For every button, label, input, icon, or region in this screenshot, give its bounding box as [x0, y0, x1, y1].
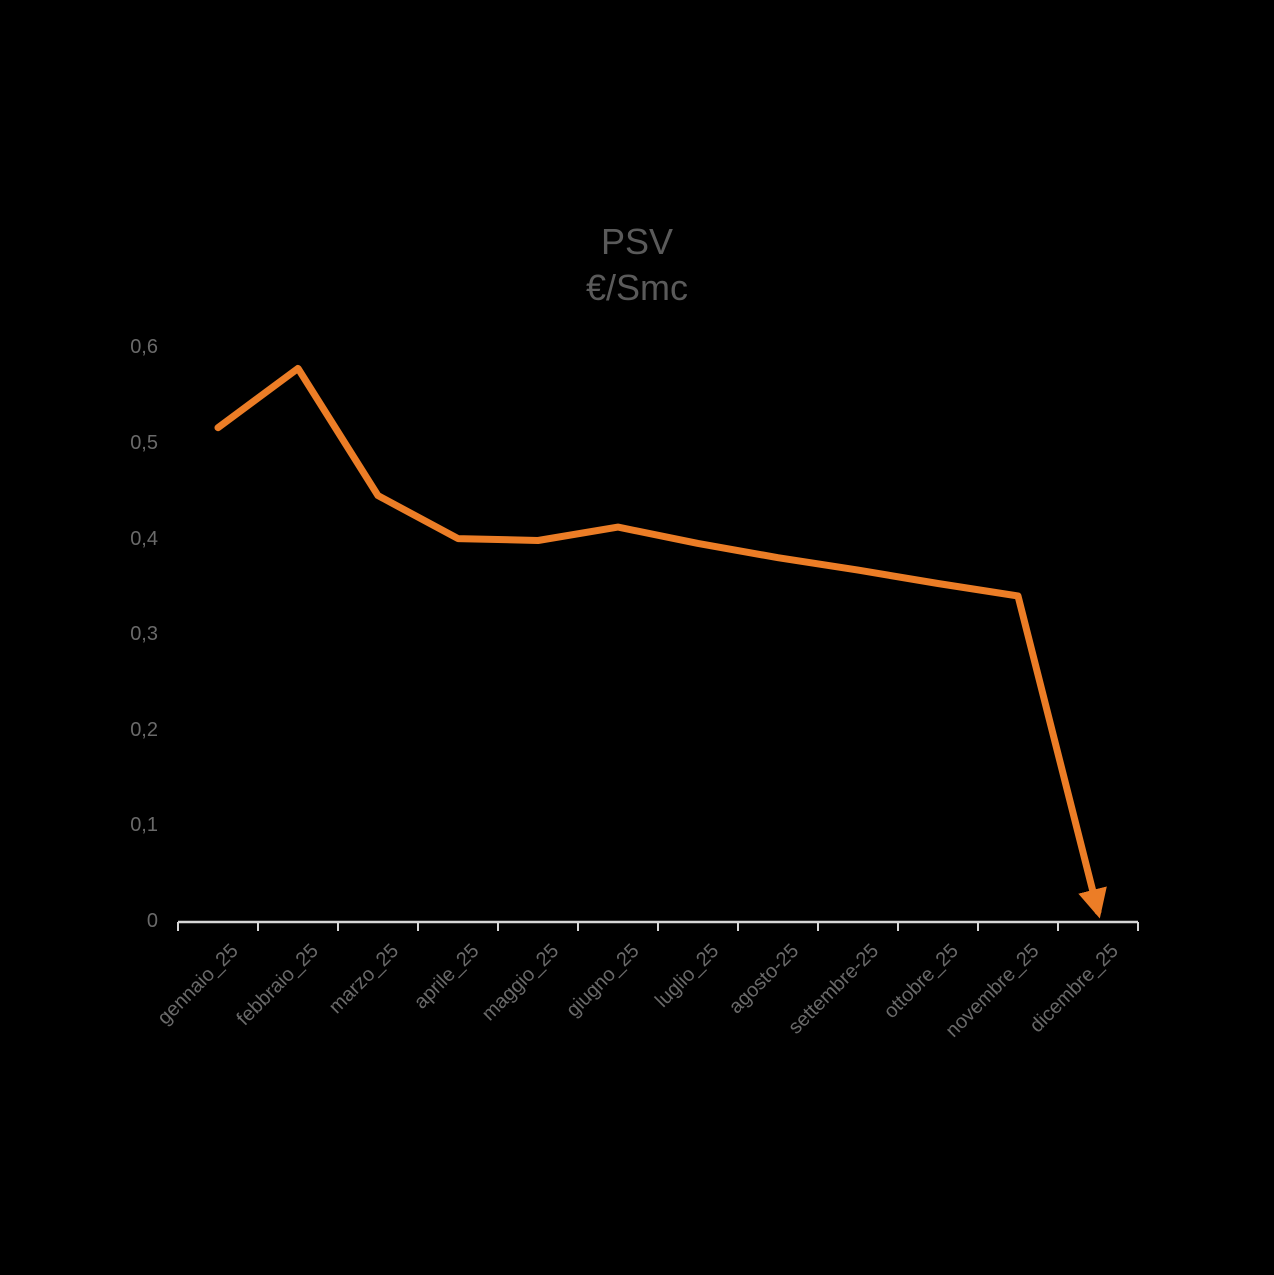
x-axis-ticks: [177, 922, 1139, 931]
chart-title-line2: €/Smc: [585, 267, 689, 308]
y-axis-label: 0,1: [130, 814, 158, 837]
chart-title: PSV €/Smc: [0, 219, 1274, 311]
y-axis-label: 0,2: [130, 718, 158, 741]
y-axis-label: 0,3: [130, 623, 158, 646]
chart-title-line1: PSV: [600, 221, 674, 262]
y-axis-label: 0: [146, 910, 158, 932]
y-axis-label: 0,4: [130, 527, 158, 550]
y-axis-label: 0,5: [130, 432, 158, 454]
y-axis-label: 0,6: [130, 336, 158, 359]
psv-series-line: [214, 364, 1107, 919]
